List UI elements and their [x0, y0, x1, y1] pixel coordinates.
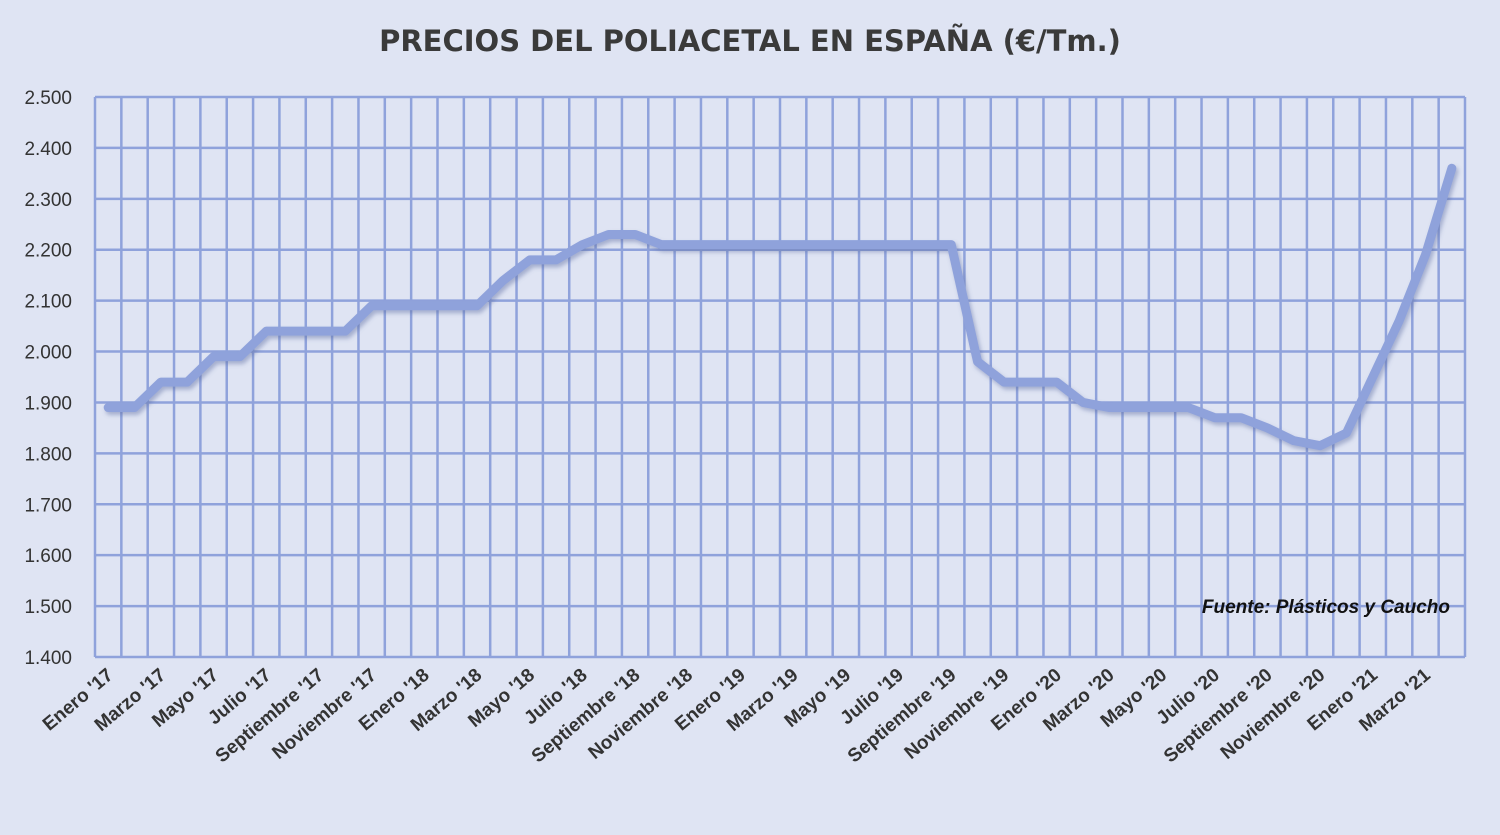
y-tick-label: 2.200	[24, 241, 72, 262]
y-tick-label: 1.700	[24, 495, 72, 516]
y-tick-label: 2.300	[24, 190, 72, 211]
y-tick-label: 2.400	[24, 139, 72, 160]
y-tick-label: 1.800	[24, 444, 72, 465]
y-tick-label: 2.100	[24, 292, 72, 313]
y-tick-label: 1.600	[24, 546, 72, 567]
y-tick-label: 1.900	[24, 393, 72, 414]
chart-title: PRECIOS DEL POLIACETAL EN ESPAÑA (€/Tm.)	[379, 24, 1121, 58]
source-annotation: Fuente: Plásticos y Caucho	[1202, 597, 1450, 618]
y-tick-label: 1.400	[24, 648, 72, 669]
y-tick-label: 1.500	[24, 597, 72, 618]
series-line	[103, 163, 1457, 451]
y-tick-label: 2.000	[24, 343, 72, 364]
y-tick-label: 2.500	[24, 88, 72, 109]
